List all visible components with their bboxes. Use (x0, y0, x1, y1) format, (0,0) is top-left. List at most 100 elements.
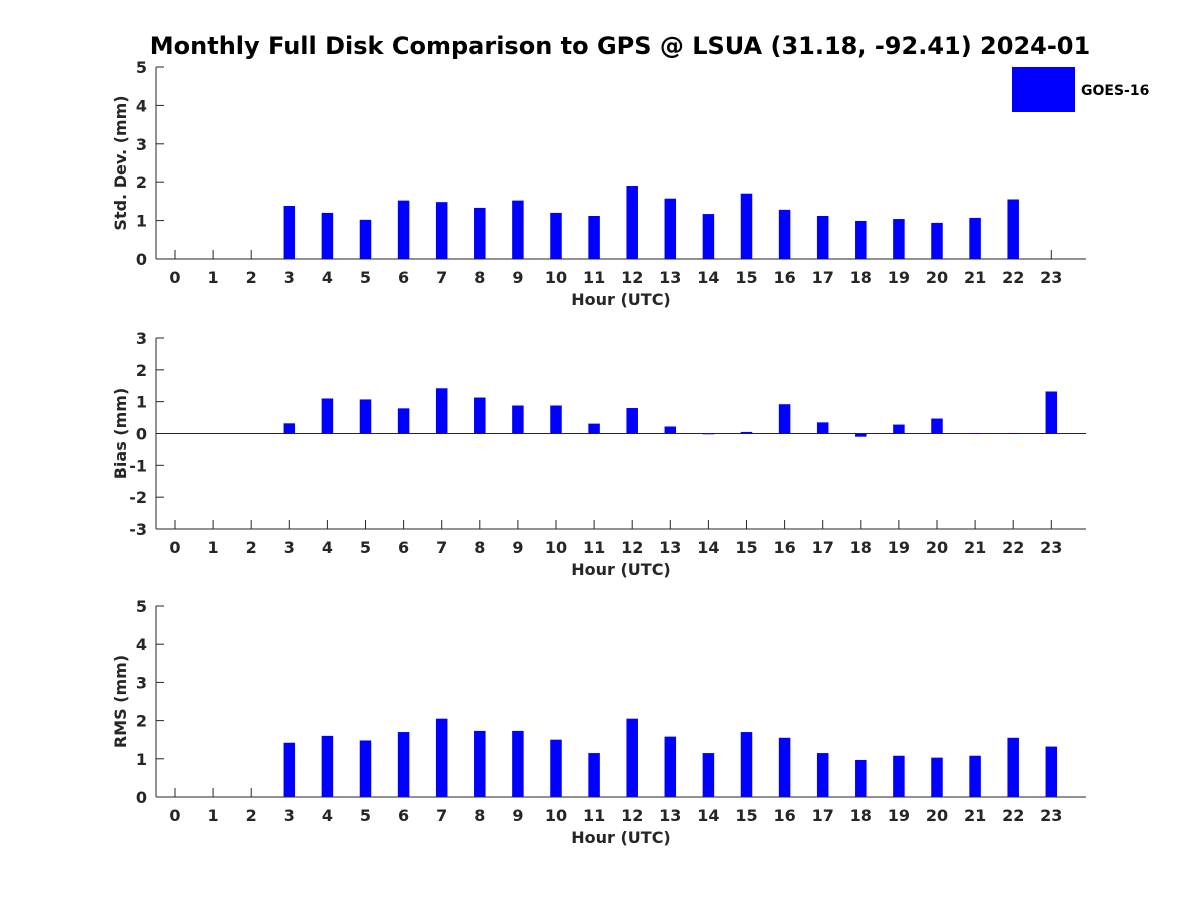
y-tick-label: 1 (136, 750, 147, 769)
x-tick-label: 22 (1002, 268, 1024, 287)
x-tick-label: 20 (926, 538, 948, 557)
y-tick-label: 4 (136, 96, 147, 115)
x-tick-label: 23 (1040, 806, 1062, 825)
x-tick-label: 11 (583, 538, 605, 557)
x-tick-label: 16 (773, 806, 795, 825)
x-tick-label: 14 (697, 538, 719, 557)
y-tick-label: 5 (136, 597, 147, 616)
bar-hour-7 (435, 718, 448, 797)
bar-hour-18 (855, 433, 867, 437)
y-axis-label: Std. Dev. (mm) (111, 95, 130, 230)
x-tick-label: 22 (1002, 806, 1024, 825)
bar-hour-20 (931, 757, 943, 797)
x-tick-label: 14 (697, 806, 719, 825)
bar-hour-22 (1007, 199, 1019, 259)
bar-hour-17 (816, 753, 829, 797)
bar-hour-11 (588, 423, 600, 434)
bar-hour-9 (512, 405, 524, 434)
x-tick-label: 7 (436, 268, 447, 287)
x-tick-label: 13 (659, 806, 681, 825)
x-tick-label: 5 (360, 538, 371, 557)
x-tick-label: 10 (545, 268, 567, 287)
x-tick-label: 12 (621, 538, 643, 557)
x-tick-label: 8 (474, 806, 485, 825)
x-tick-label: 9 (512, 538, 523, 557)
y-axis-label: RMS (mm) (111, 655, 130, 748)
bar-hour-11 (588, 215, 600, 259)
bar-hour-8 (474, 207, 486, 259)
bar-hour-15 (740, 431, 753, 434)
x-tick-label: 12 (621, 806, 643, 825)
x-tick-label: 9 (512, 268, 523, 287)
x-tick-label: 6 (398, 806, 409, 825)
x-tick-label: 17 (812, 806, 834, 825)
y-tick-label: 3 (136, 329, 147, 348)
x-tick-label: 12 (621, 268, 643, 287)
x-tick-label: 13 (659, 268, 681, 287)
bar-hour-3 (283, 742, 296, 797)
bar-hour-16 (778, 404, 791, 434)
x-tick-label: 23 (1040, 538, 1062, 557)
y-tick-label: 2 (136, 712, 147, 731)
bar-hour-19 (893, 424, 905, 434)
x-tick-label: 17 (812, 538, 834, 557)
x-tick-label: 4 (322, 538, 333, 557)
bar-hour-22 (1007, 433, 1019, 434)
x-tick-label: 6 (398, 268, 409, 287)
bar-hour-12 (626, 186, 638, 259)
bar-hour-14 (702, 753, 715, 797)
x-tick-label: 20 (926, 268, 948, 287)
x-tick-label: 11 (583, 806, 605, 825)
x-tick-label: 3 (284, 538, 295, 557)
bar-hour-3 (283, 206, 296, 259)
x-tick-label: 16 (773, 268, 795, 287)
y-tick-label: 3 (136, 135, 147, 154)
x-tick-label: 6 (398, 538, 409, 557)
bar-hour-7 (435, 202, 448, 259)
x-tick-label: 19 (888, 538, 910, 557)
x-tick-label: 19 (888, 268, 910, 287)
bar-hour-20 (931, 418, 943, 434)
bar-hour-5 (359, 219, 372, 259)
bar-hour-16 (778, 209, 791, 259)
x-tick-label: 22 (1002, 538, 1024, 557)
y-tick-label: 5 (136, 58, 147, 77)
bar-hour-12 (626, 408, 638, 434)
bar-hour-6 (397, 408, 410, 434)
x-tick-label: 21 (964, 806, 986, 825)
y-tick-label: 0 (136, 250, 147, 269)
legend-swatch (1012, 67, 1075, 112)
x-tick-label: 10 (545, 538, 567, 557)
bar-hour-10 (550, 739, 562, 797)
x-axis-label: Hour (UTC) (571, 828, 671, 847)
x-tick-label: 15 (735, 268, 757, 287)
bar-hour-15 (740, 193, 753, 259)
y-tick-label: 3 (136, 673, 147, 692)
x-tick-label: 15 (735, 538, 757, 557)
x-tick-label: 0 (169, 268, 180, 287)
y-tick-label: -2 (129, 488, 147, 507)
bar-hour-8 (474, 397, 486, 434)
x-tick-label: 7 (436, 806, 447, 825)
x-tick-label: 9 (512, 806, 523, 825)
x-tick-label: 1 (208, 806, 219, 825)
x-tick-label: 18 (850, 538, 872, 557)
x-tick-label: 8 (474, 538, 485, 557)
legend: GOES-16 (1012, 67, 1149, 112)
bar-hour-21 (969, 217, 981, 259)
bar-hour-17 (816, 422, 829, 434)
bar-hour-21 (969, 433, 981, 434)
bar-hour-18 (855, 220, 867, 259)
x-tick-label: 3 (284, 806, 295, 825)
x-tick-label: 20 (926, 806, 948, 825)
bar-hour-9 (512, 730, 524, 797)
bar-hour-4 (321, 398, 334, 434)
bar-hour-14 (702, 214, 715, 259)
bar-hour-11 (588, 753, 600, 797)
bar-hour-19 (893, 755, 905, 797)
bar-hour-23 (1045, 391, 1058, 434)
y-tick-label: 2 (136, 361, 147, 380)
